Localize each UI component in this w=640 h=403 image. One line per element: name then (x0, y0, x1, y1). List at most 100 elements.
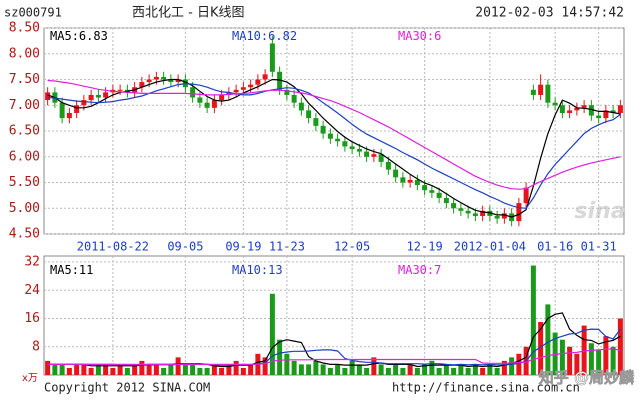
legend-entry: MA5:11 (50, 263, 93, 277)
volume-bar (443, 364, 449, 375)
legend-name: MA5 (50, 29, 72, 43)
candle-body (139, 82, 145, 88)
y-tick-label: 32 (24, 255, 40, 270)
candle-body (74, 105, 80, 113)
candle-body (356, 149, 362, 152)
candle-body (342, 141, 348, 147)
legend-value: 11 (79, 263, 93, 277)
legend-name: MA10 (232, 29, 261, 43)
volume-bar (342, 367, 348, 375)
volume-bar (393, 364, 399, 375)
volume-bar (610, 346, 616, 375)
volume-bar (197, 367, 203, 375)
candle-body (436, 192, 442, 198)
volume-bar (74, 364, 80, 375)
candle-body (443, 197, 449, 204)
legend-value: 13 (268, 263, 282, 277)
legend-entry: MA10:13 (232, 263, 283, 277)
volume-bar (567, 346, 573, 375)
candle-body (588, 105, 594, 116)
candle-body (262, 74, 268, 80)
watermark: 知乎 @周妙麟 (539, 369, 635, 387)
candle-body (153, 76, 159, 80)
legend-separator: : (72, 29, 79, 43)
candle-body (458, 208, 464, 211)
volume-frame (43, 255, 625, 376)
volume-bar (204, 367, 210, 375)
legend-name: MA30 (398, 263, 427, 277)
volume-bar (59, 364, 65, 375)
volume-bar (95, 364, 101, 375)
volume-bar (335, 364, 341, 375)
volume-bar (574, 353, 580, 375)
volume-bar (356, 364, 362, 375)
volume-bar (66, 367, 72, 375)
volume-bar (132, 364, 138, 375)
volume-bar (298, 364, 304, 375)
volume-bar (581, 325, 587, 375)
candle-body (378, 154, 384, 162)
stock-code: sz000791 (4, 6, 62, 20)
candle-body (161, 76, 167, 80)
candle-body (581, 105, 587, 108)
candle-body (472, 213, 478, 216)
legend-name: MA10 (232, 263, 261, 277)
volume-bar (190, 364, 196, 375)
candle-body (255, 79, 261, 85)
candle-body (327, 133, 333, 139)
candle-body (393, 169, 399, 178)
candle-body (364, 151, 370, 157)
volume-bar (240, 367, 246, 375)
volume-bar (117, 364, 123, 375)
candle-body (494, 215, 500, 219)
candle-body (320, 125, 326, 134)
y-tick-label: 4.50 (9, 227, 40, 242)
volume-bar (327, 367, 333, 375)
y-tick-label: 8 (32, 339, 40, 354)
volume-bar (168, 364, 174, 375)
y-tick-label: 8.00 (9, 46, 40, 61)
volume-bar (516, 353, 522, 375)
volume-bar (284, 353, 290, 375)
legend-separator: : (261, 263, 268, 277)
candle-body (298, 102, 304, 111)
volume-bar (182, 364, 188, 375)
volume-bar (277, 339, 283, 375)
datetime: 2012-02-03 14:57:42 (475, 6, 624, 21)
candle-body (414, 179, 420, 186)
candle-body (400, 177, 406, 183)
candle-body (219, 94, 225, 101)
candle-body (429, 190, 435, 193)
ma-line (47, 79, 621, 190)
volume-bar (364, 367, 370, 375)
volume-bar (414, 367, 420, 375)
y-tick-label: 8.50 (9, 21, 40, 36)
x-tick-label: 12-19 (407, 240, 443, 254)
volume-bar (458, 364, 464, 375)
volume-bar (559, 339, 565, 375)
legend-entry: MA30:7 (398, 263, 441, 277)
candle-body (559, 105, 565, 113)
ma-line (47, 348, 621, 365)
candle-body (168, 79, 174, 83)
volume-bar (161, 367, 167, 375)
candle-body (596, 115, 602, 119)
volume-bar (349, 360, 355, 375)
candle-body (59, 102, 65, 119)
volume-bar (313, 360, 319, 375)
candle-body (385, 161, 391, 170)
volume-bar (110, 367, 116, 375)
x-tick-label: 2012-01-04 (454, 240, 526, 254)
candle-body (277, 71, 283, 90)
y-tick-label: 6.00 (9, 149, 40, 164)
candle-body (117, 89, 123, 91)
volume-bar (487, 364, 493, 375)
volume-bar (139, 360, 145, 375)
volume-bar (400, 367, 406, 375)
volume-bar (153, 364, 159, 375)
candle-body (313, 118, 319, 126)
candle-body (465, 210, 471, 214)
y-tick-label: 7.50 (9, 72, 40, 87)
volume-bar (81, 364, 87, 375)
candle-body (306, 110, 312, 119)
